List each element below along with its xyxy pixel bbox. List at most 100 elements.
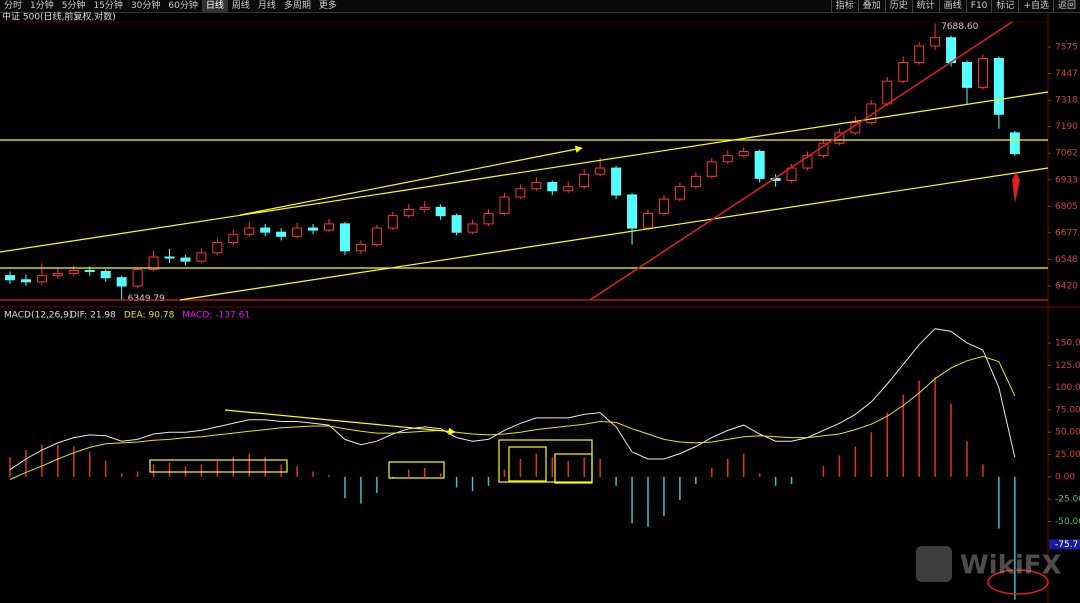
red-arrow [1012, 172, 1020, 203]
candle-body [324, 223, 334, 231]
highlight-box [388, 461, 445, 479]
toolbar-button[interactable]: +自选 [1018, 0, 1053, 12]
watermark: WikiFX [916, 546, 1062, 582]
toolbar-button[interactable]: 15分钟 [93, 1, 123, 11]
y-tick-label: 25.00 [1055, 450, 1080, 460]
legend-value: 90.78 [149, 311, 175, 321]
y-tick-label: 6548 [1055, 255, 1078, 265]
toolbar: 分时 1分钟 5分钟 15分钟 30分钟 60分钟 日线 周线 月线 多周期 更多 指标 叠加 历史 统计画… [0, 0, 1080, 13]
toolbar-button[interactable]: 周线 [231, 1, 250, 11]
toolbar-button[interactable]: 统计 [911, 0, 939, 12]
macd-panel: -50.00 -25.00 0.00 25.00 50.00 75.00 100.00 125… [9, 311, 1080, 600]
candle-body [674, 186, 685, 200]
candle-body [866, 103, 877, 124]
tool-buttons: 指标 叠加 历史 统计 画线 F10 标记 +自选 返回 [830, 0, 1080, 12]
toolbar-button[interactable]: 画线 [938, 0, 966, 12]
toolbar-button[interactable]: 5分钟 [61, 1, 86, 11]
trend-line [589, 21, 1013, 301]
trend-line [0, 91, 1049, 253]
candle-body [898, 62, 909, 82]
candle-body [435, 206, 446, 217]
candle-body [531, 182, 542, 190]
toolbar-button[interactable]: 返回 [1052, 0, 1080, 12]
y-tick-label: 6805 [1055, 202, 1078, 212]
toolbar-button[interactable]: 分时 [4, 1, 23, 11]
candle-body [196, 252, 207, 262]
candle-body [738, 151, 749, 157]
cursor-label: -75.7 [1055, 540, 1078, 550]
candle-body [244, 227, 255, 235]
toolbar-button[interactable]: 1分钟 [30, 1, 54, 11]
toolbar-button[interactable]: F10 [965, 0, 992, 12]
macd-title: MACD(12,26,9) [4, 311, 72, 321]
candle-body [946, 37, 957, 64]
candle-body [690, 175, 701, 188]
candle-body [276, 231, 287, 237]
toolbar-button[interactable]: 更多 [318, 1, 337, 11]
candle-body [579, 173, 590, 188]
y-tick-label: 7575 [1055, 43, 1078, 53]
legend-name: DIF: [70, 311, 87, 321]
legend-value: -137.61 [215, 311, 250, 321]
candle-body [212, 242, 223, 254]
candle-body [148, 256, 159, 270]
candle-body [419, 206, 430, 210]
y-tick-label: 7447 [1055, 69, 1078, 79]
toolbar-button[interactable]: 历史 [884, 0, 912, 12]
candle-body [36, 275, 47, 283]
macd-line [9, 355, 1016, 480]
toolbar-button[interactable]: 月线 [257, 1, 276, 11]
candle-body [722, 155, 733, 163]
y-tick-label: 100.00 [1055, 383, 1080, 393]
candle-body [292, 227, 303, 237]
price-annotation: 6349.79 [128, 294, 165, 304]
candle-body [643, 213, 653, 229]
candle-body [20, 279, 31, 283]
toolbar-button[interactable]: 叠加 [857, 0, 885, 12]
candle-body [627, 194, 638, 229]
price-title: 中证 500(日线,前复权,对数) [2, 11, 116, 23]
candle-body [754, 151, 765, 179]
y-tick-label: 6420 [1055, 281, 1078, 291]
watermark-logo [916, 546, 952, 582]
toolbar-button[interactable]: 30分钟 [130, 1, 161, 11]
toolbar-button[interactable]: 多周期 [283, 1, 311, 11]
candle-body [451, 215, 462, 233]
candle-body [993, 57, 1004, 115]
candle-body [467, 223, 478, 233]
candle-body [180, 257, 191, 262]
period-tabs: 分时 1分钟 5分钟 15分钟 30分钟 60分钟 日线 周线 月线 多周期 更多 [0, 0, 1080, 12]
candle-body [706, 161, 717, 177]
candle-body [308, 227, 319, 231]
drawings [0, 21, 1049, 595]
price-annotation: 7688.60 [941, 22, 978, 32]
y-tick-label: 0.00 [1055, 472, 1075, 482]
toolbar-button[interactable]: 指标 [830, 0, 858, 12]
macd-line [9, 328, 1016, 471]
candle-body [962, 62, 972, 88]
candle-body [387, 215, 398, 229]
candle-body [658, 198, 669, 215]
trend-line [179, 167, 1049, 301]
toolbar-button[interactable]: 标记 [991, 0, 1018, 12]
candle-body [5, 275, 15, 281]
toolbar-button[interactable]: 60分钟 [168, 1, 198, 11]
y-tick-label: 75.00 [1055, 405, 1080, 415]
candle-body [355, 244, 366, 252]
trend-arrow [239, 145, 583, 216]
legend-value: 21.98 [90, 311, 116, 321]
candle-body [371, 227, 382, 246]
candle-body [84, 269, 95, 272]
legend-name: DEA: [124, 311, 146, 321]
divergence-arrow [224, 409, 456, 435]
candle-body [260, 227, 271, 233]
candle-body [100, 270, 111, 279]
y-tick-label: 50.00 [1055, 428, 1080, 438]
candle-body [515, 188, 526, 198]
toolbar-button[interactable]: 日线 [201, 0, 228, 12]
legend-name: MACD: [182, 311, 212, 321]
y-tick-label: 7318 [1055, 96, 1078, 106]
price-panel: 6420 6548 6677 6805 6933 7062 7190 7318 7447 7575… [5, 22, 1078, 304]
candle-body [499, 196, 510, 215]
candle-body [68, 269, 79, 275]
